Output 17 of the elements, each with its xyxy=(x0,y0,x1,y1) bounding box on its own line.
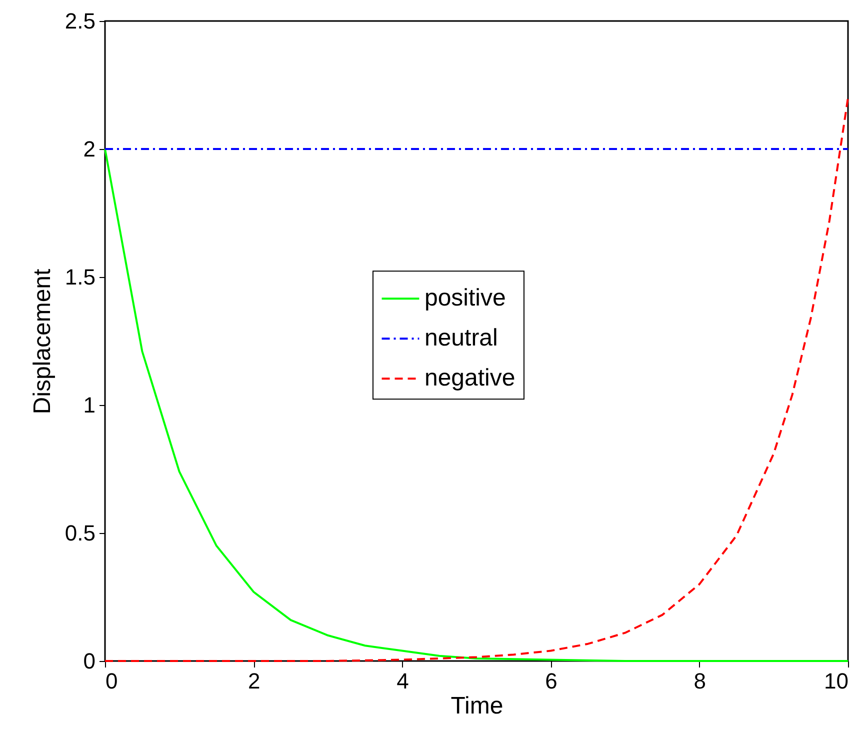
y-tick-label: 0.5 xyxy=(64,520,96,546)
y-axis-title: Displacement xyxy=(28,268,56,414)
y-tick-label: 1.5 xyxy=(64,264,96,290)
y-tick-label: 0 xyxy=(83,648,96,674)
x-axis-title: Time xyxy=(450,692,504,720)
legend-label: positive xyxy=(424,284,506,312)
x-tick-label: 10 xyxy=(824,668,848,694)
x-tick-label: 0 xyxy=(106,668,118,694)
x-tick-label: 4 xyxy=(396,668,409,694)
y-tick-label: 1 xyxy=(83,392,96,418)
legend-label: neutral xyxy=(424,324,498,352)
y-tick-label: 2.5 xyxy=(64,8,96,34)
x-tick-label: 2 xyxy=(248,668,260,694)
x-tick-label: 6 xyxy=(545,668,558,694)
x-tick-label: 8 xyxy=(694,668,706,694)
y-tick-label: 2 xyxy=(83,136,96,162)
legend-label: negative xyxy=(424,364,516,392)
